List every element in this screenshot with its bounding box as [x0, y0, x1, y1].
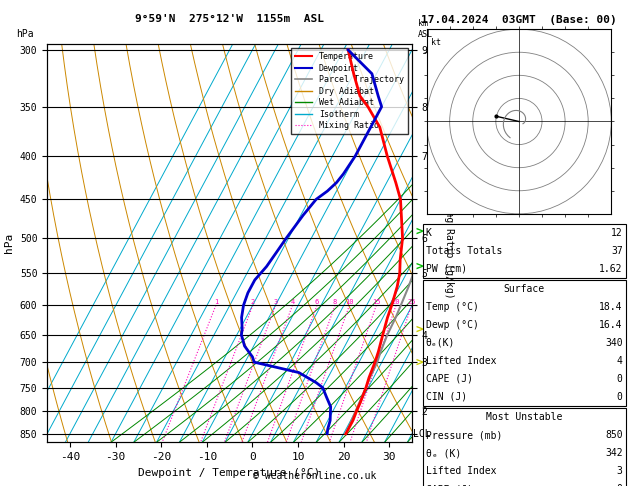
Y-axis label: Mixing Ratio (g/kg): Mixing Ratio (g/kg)	[444, 187, 454, 299]
Text: 16.4: 16.4	[599, 320, 623, 330]
Text: 10: 10	[345, 299, 353, 305]
Text: θₑ (K): θₑ (K)	[426, 448, 461, 458]
Text: 20: 20	[392, 299, 400, 305]
Bar	[423, 280, 626, 406]
Text: 17.04.2024  03GMT  (Base: 00): 17.04.2024 03GMT (Base: 00)	[421, 15, 617, 25]
Bar	[423, 224, 626, 278]
Text: K: K	[426, 227, 431, 238]
Text: CAPE (J): CAPE (J)	[426, 374, 473, 384]
Text: >: >	[415, 260, 423, 273]
Text: 1.62: 1.62	[599, 263, 623, 274]
Text: θₑ(K): θₑ(K)	[426, 338, 455, 348]
Text: 15: 15	[372, 299, 381, 305]
Text: 1: 1	[214, 299, 218, 305]
Text: CIN (J): CIN (J)	[426, 392, 467, 402]
Text: hPa: hPa	[16, 29, 33, 39]
Text: 2: 2	[251, 299, 255, 305]
Text: 3: 3	[274, 299, 278, 305]
Text: 342: 342	[605, 448, 623, 458]
Text: Temp (°C): Temp (°C)	[426, 302, 479, 312]
Text: LCL: LCL	[413, 429, 430, 439]
Text: >: >	[415, 323, 423, 336]
Text: © weatheronline.co.uk: © weatheronline.co.uk	[253, 471, 376, 481]
Text: 18.4: 18.4	[599, 302, 623, 312]
Legend: Temperature, Dewpoint, Parcel Trajectory, Dry Adiabat, Wet Adiabat, Isotherm, Mi: Temperature, Dewpoint, Parcel Trajectory…	[291, 48, 408, 134]
Text: Pressure (mb): Pressure (mb)	[426, 430, 502, 440]
Text: Totals Totals: Totals Totals	[426, 245, 502, 256]
X-axis label: Dewpoint / Temperature (°C): Dewpoint / Temperature (°C)	[138, 468, 321, 478]
Text: 4: 4	[617, 356, 623, 366]
Text: 25: 25	[408, 299, 416, 305]
Text: Lifted Index: Lifted Index	[426, 356, 496, 366]
Bar	[423, 408, 626, 486]
Text: 0: 0	[617, 392, 623, 402]
Text: Lifted Index: Lifted Index	[426, 466, 496, 476]
Text: 4: 4	[291, 299, 294, 305]
Text: Most Unstable: Most Unstable	[486, 412, 562, 422]
Text: 0: 0	[617, 374, 623, 384]
Text: kt: kt	[431, 38, 441, 48]
Text: 12: 12	[611, 227, 623, 238]
Text: 37: 37	[611, 245, 623, 256]
Text: 850: 850	[605, 430, 623, 440]
Text: km
ASL: km ASL	[418, 19, 433, 39]
Text: >: >	[415, 224, 423, 237]
Text: 3: 3	[617, 466, 623, 476]
Y-axis label: hPa: hPa	[4, 233, 14, 253]
Text: PW (cm): PW (cm)	[426, 263, 467, 274]
Text: >: >	[415, 356, 423, 369]
Text: 0: 0	[617, 484, 623, 486]
Text: 9°59'N  275°12'W  1155m  ASL: 9°59'N 275°12'W 1155m ASL	[135, 14, 324, 24]
Text: CAPE (J): CAPE (J)	[426, 484, 473, 486]
Text: Dewp (°C): Dewp (°C)	[426, 320, 479, 330]
Text: Surface: Surface	[504, 284, 545, 294]
Text: 8: 8	[333, 299, 337, 305]
Text: 340: 340	[605, 338, 623, 348]
Text: 6: 6	[315, 299, 319, 305]
